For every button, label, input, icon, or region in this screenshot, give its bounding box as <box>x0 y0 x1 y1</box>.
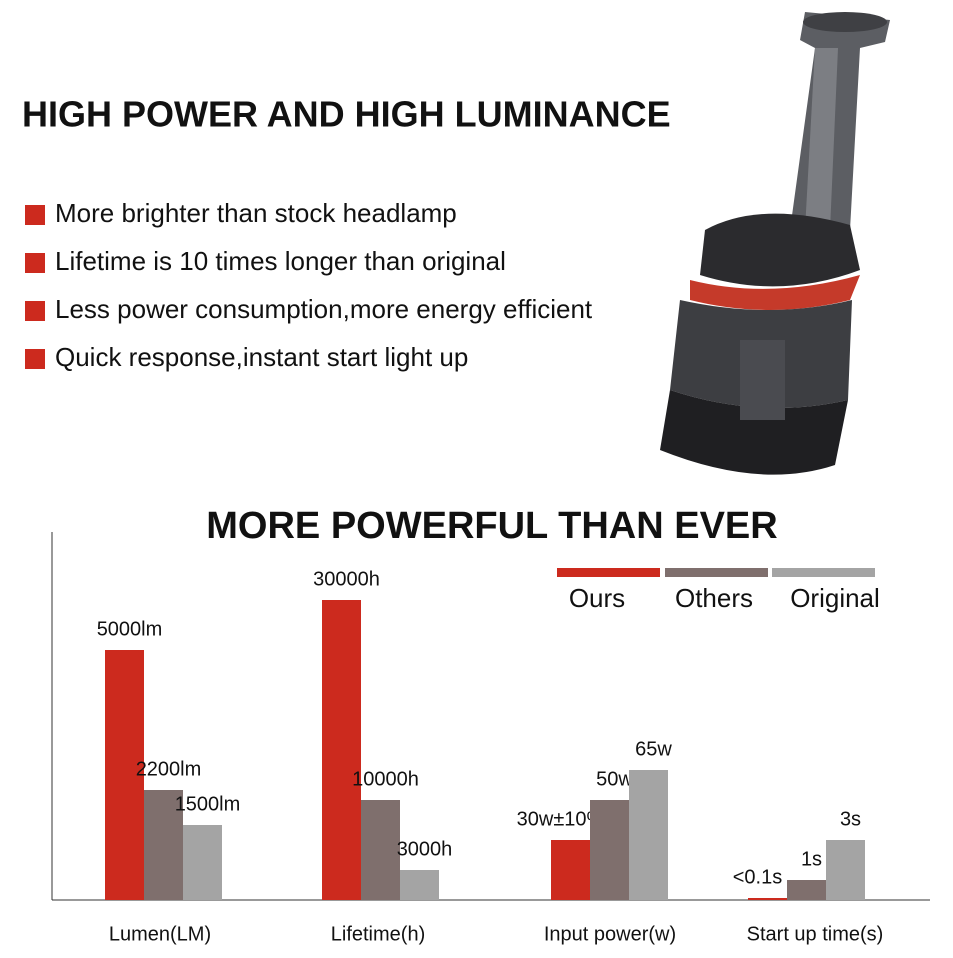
value-label: 10000h <box>352 768 419 790</box>
legend-swatch <box>772 568 875 577</box>
bar <box>183 825 222 900</box>
bar <box>322 600 361 900</box>
bar <box>629 770 668 900</box>
bar <box>144 790 183 900</box>
value-label: 3000h <box>397 838 453 860</box>
bar <box>400 870 439 900</box>
legend-label: Original <box>790 583 880 613</box>
bullet-list: More brighter than stock headlamp Lifetim… <box>25 198 593 372</box>
legend-label: Others <box>675 583 753 613</box>
legend-swatch <box>665 568 768 577</box>
value-label: 3s <box>840 808 861 830</box>
x-tick-label: Lifetime(h) <box>331 923 425 945</box>
value-label: 30000h <box>313 568 380 590</box>
bar <box>590 800 629 900</box>
bar <box>748 898 787 900</box>
bar <box>551 840 590 900</box>
bar <box>787 880 826 900</box>
bullet-square <box>25 205 45 225</box>
bullet-text: Less power consumption,more energy effic… <box>55 294 593 324</box>
bullet-text: Quick response,instant start light up <box>55 342 468 372</box>
x-tick-label: Lumen(LM) <box>109 923 211 945</box>
bullet-square <box>25 349 45 369</box>
value-label: <0.1s <box>733 866 782 888</box>
value-label: 1s <box>801 848 822 870</box>
value-label: 30w±10% <box>517 808 605 830</box>
bulb-image <box>660 12 890 475</box>
bar <box>361 800 400 900</box>
bullet-text: Lifetime is 10 times longer than origina… <box>55 246 506 276</box>
value-label: 1500lm <box>175 793 241 815</box>
x-tick-label: Start up time(s) <box>747 923 884 945</box>
value-label: 50w <box>596 768 633 790</box>
legend-swatch <box>557 568 660 577</box>
bullet-square <box>25 253 45 273</box>
bullet-square <box>25 301 45 321</box>
bar <box>105 650 144 900</box>
page-title: HIGH POWER AND HIGH LUMINANCE <box>22 94 671 135</box>
value-label: 2200lm <box>136 758 202 780</box>
bar <box>826 840 865 900</box>
bullet-text: More brighter than stock headlamp <box>55 198 457 228</box>
x-tick-label: Input power(w) <box>544 923 676 945</box>
legend-label: Ours <box>569 583 625 613</box>
chart-title: MORE POWERFUL THAN EVER <box>206 505 777 547</box>
value-label: 65w <box>635 738 672 760</box>
value-label: 5000lm <box>97 618 163 640</box>
